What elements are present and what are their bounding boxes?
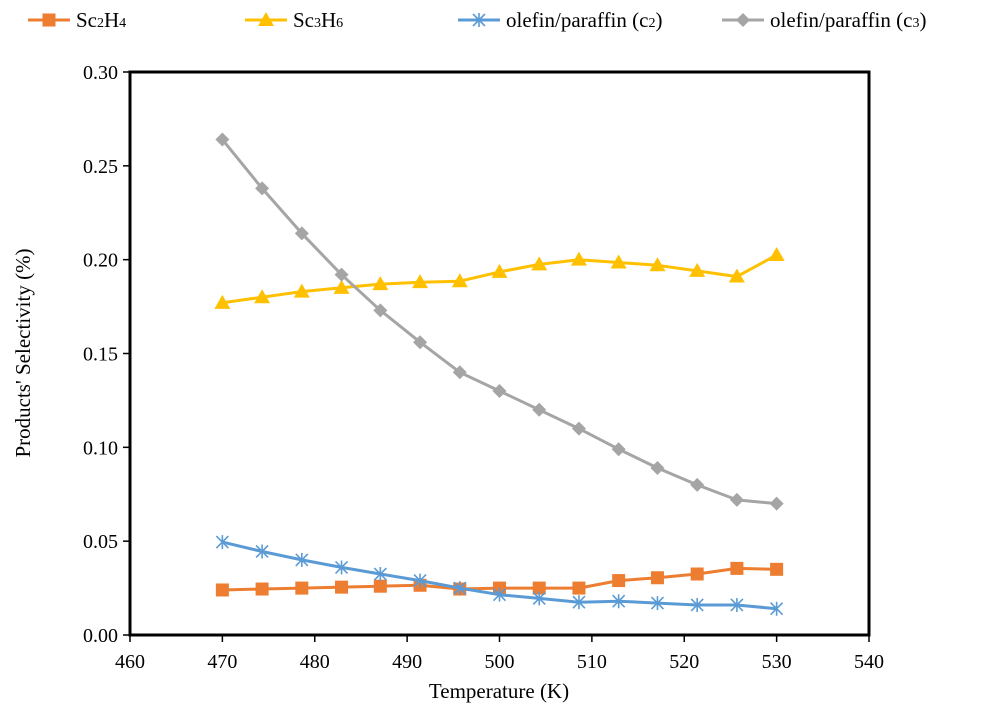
- y-tick-label: 0.10: [83, 437, 118, 459]
- series-4: [215, 132, 784, 511]
- data-point: [649, 257, 666, 272]
- data-point: [690, 567, 704, 581]
- data-point: [373, 579, 387, 593]
- y-tick-label: 0.30: [83, 62, 118, 84]
- data-point: [650, 596, 665, 611]
- y-tick-label: 0.15: [83, 344, 118, 366]
- data-point: [255, 582, 269, 596]
- data-point: [650, 460, 665, 475]
- data-point: [333, 279, 350, 294]
- data-point: [650, 571, 664, 585]
- data-point: [413, 573, 427, 588]
- legend-item-1: Sc2H4: [28, 8, 126, 32]
- data-point: [770, 562, 784, 576]
- legend-item-2: Sc3H6: [245, 8, 343, 32]
- data-point: [492, 587, 507, 602]
- series-3: [215, 535, 784, 616]
- data-point: [254, 289, 271, 304]
- series-layer: [214, 132, 785, 616]
- y-tick-label: 0.05: [83, 531, 118, 553]
- x-tick-label: 530: [762, 651, 792, 673]
- data-point: [570, 251, 587, 266]
- y-tick-label: 0.20: [83, 250, 118, 272]
- data-point: [334, 560, 349, 575]
- data-point: [730, 597, 744, 612]
- y-axis: 0.00 0.05 0.10 0.15 0.20 0.25 0.30: [83, 62, 130, 647]
- data-point: [255, 181, 270, 196]
- legend-marker: [472, 13, 486, 27]
- data-point: [532, 402, 547, 417]
- data-point: [412, 274, 429, 289]
- data-point: [255, 544, 269, 559]
- data-point: [294, 226, 309, 241]
- legend-label: Sc3H6: [293, 8, 343, 32]
- legend-item-3: olefin/paraffin (c2): [458, 8, 662, 32]
- data-point: [612, 594, 626, 609]
- data-point: [373, 567, 387, 582]
- legend-label: olefin/paraffin (c2): [506, 8, 662, 32]
- data-point: [690, 477, 705, 492]
- legend-marker: [258, 12, 274, 26]
- data-point: [295, 552, 309, 567]
- series-2: [214, 246, 785, 309]
- data-point: [532, 581, 546, 595]
- data-point: [215, 535, 229, 550]
- data-point: [532, 591, 546, 606]
- x-axis-label: Temperature (K): [429, 679, 569, 703]
- data-point: [293, 283, 310, 298]
- data-point: [492, 384, 507, 399]
- x-tick-label: 470: [207, 651, 237, 673]
- data-point: [491, 263, 508, 278]
- legend-marker: [42, 13, 56, 27]
- data-point: [611, 442, 626, 457]
- data-point: [571, 421, 586, 436]
- x-tick-label: 520: [669, 651, 699, 673]
- legend: Sc2H4 Sc3H6 olefin/paraffin (c2) olefin/par…: [28, 8, 926, 32]
- data-point: [373, 303, 388, 318]
- data-point: [335, 580, 349, 594]
- data-point: [413, 335, 428, 350]
- data-point: [451, 273, 468, 288]
- data-point: [728, 268, 745, 283]
- y-axis-label: Products' Selectivity (%): [11, 248, 35, 457]
- x-tick-label: 460: [115, 651, 145, 673]
- data-point: [453, 581, 467, 596]
- x-tick-label: 510: [577, 651, 607, 673]
- data-point: [372, 276, 389, 291]
- data-point: [612, 574, 626, 588]
- x-tick-label: 480: [300, 651, 330, 673]
- x-axis: 460 470 480 490 500 510 520 530 540: [115, 635, 884, 673]
- data-point: [572, 595, 586, 610]
- legend-item-4: olefin/paraffin (c3): [722, 8, 926, 32]
- data-point: [768, 246, 785, 261]
- y-tick-label: 0.00: [83, 625, 118, 647]
- x-tick-label: 500: [485, 651, 515, 673]
- data-point: [610, 254, 627, 269]
- legend-label: Sc2H4: [76, 8, 126, 32]
- data-point: [214, 294, 231, 309]
- data-point: [295, 581, 309, 595]
- x-tick-label: 540: [854, 651, 884, 673]
- data-point: [689, 262, 706, 277]
- y-tick-label: 0.25: [83, 156, 118, 178]
- data-point: [769, 496, 784, 511]
- data-point: [572, 581, 586, 595]
- data-point: [690, 597, 704, 612]
- legend-label: olefin/paraffin (c3): [770, 8, 926, 32]
- data-point: [215, 132, 230, 147]
- data-point: [452, 365, 467, 380]
- data-point: [770, 601, 784, 616]
- data-point: [730, 561, 744, 575]
- data-point: [334, 267, 349, 282]
- series-line: [221, 138, 777, 506]
- plot-area-border: [128, 70, 871, 637]
- x-tick-label: 490: [392, 651, 422, 673]
- data-point: [215, 583, 229, 597]
- legend-marker: [736, 13, 750, 27]
- data-point: [531, 256, 548, 271]
- data-point: [729, 492, 744, 507]
